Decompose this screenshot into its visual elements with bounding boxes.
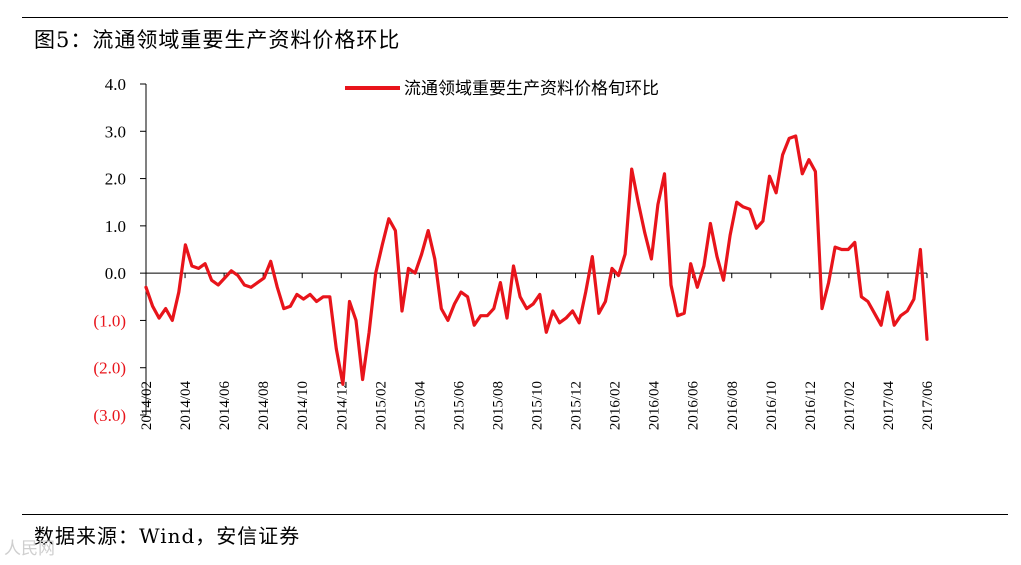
x-tick-label: 2017/06 — [920, 380, 936, 430]
series-layer — [144, 134, 929, 386]
y-tick-labels: 4.0 3.0 2.0 1.0 0.0 (1.0) (2.0) (3.0) — [93, 75, 126, 425]
y-tick-label: 4.0 — [105, 75, 126, 94]
bottom-rule — [22, 514, 1008, 515]
x-tick-label: 2014/12 — [334, 381, 350, 430]
x-tick-label: 2016/12 — [803, 381, 819, 430]
y-tick-label: 2.0 — [105, 170, 126, 189]
x-tick-labels: 2014/02 2014/04 2014/06 2014/08 2014/10 2014/… — [139, 380, 936, 430]
x-tick-label: 2015/08 — [490, 381, 506, 430]
legend-label: 流通领域重要生产资料价格旬环比 — [404, 79, 659, 99]
x-tick-label: 2014/06 — [217, 380, 233, 430]
x-tick-label: 2014/04 — [178, 380, 194, 430]
x-tick-label: 2014/08 — [256, 381, 272, 430]
x-tick-label: 2017/04 — [881, 380, 897, 430]
x-tick-label: 2015/06 — [451, 380, 467, 430]
x-tick-label: 2016/06 — [686, 380, 702, 430]
x-tick-label: 2017/02 — [842, 381, 858, 430]
x-tick-label: 2014/02 — [139, 381, 155, 430]
y-tick-label: (3.0) — [93, 406, 126, 425]
x-tick-label: 2015/12 — [569, 381, 585, 430]
y-tick-label: 3.0 — [105, 122, 126, 141]
watermark: 人民网 — [4, 539, 55, 559]
x-tick-label: 2015/10 — [530, 381, 546, 430]
x-tick-label: 2015/04 — [412, 380, 428, 430]
chart-axes — [140, 83, 928, 416]
x-tick-label: 2016/04 — [647, 380, 663, 430]
x-tick-label: 2016/10 — [764, 381, 780, 430]
x-tick-label: 2016/02 — [608, 381, 624, 430]
y-tick-label: (1.0) — [93, 311, 126, 330]
legend: 流通领域重要生产资料价格旬环比 — [345, 79, 659, 99]
figure-title: 图5：流通领域重要生产资料价格环比 — [34, 28, 401, 52]
source-note: 数据来源：Wind，安信证券 — [34, 524, 301, 548]
line-chart: 4.03.02.01.00.0(1.0)(2.0)(3.0) 2014/02 20… — [93, 75, 936, 430]
x-tick-label: 2016/08 — [725, 381, 741, 430]
series-line — [144, 134, 929, 386]
x-tick-label: 2015/02 — [373, 381, 389, 430]
x-tick-label: 2014/10 — [295, 381, 311, 430]
y-tick-label: 0.0 — [105, 264, 126, 283]
y-tick-label: 1.0 — [105, 217, 126, 236]
y-tick-label: (2.0) — [93, 359, 126, 378]
top-rule — [22, 17, 1008, 18]
